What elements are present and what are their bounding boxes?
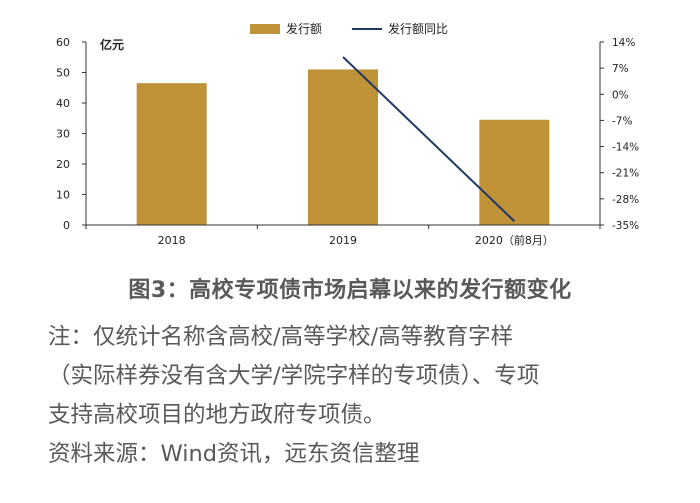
right-tick-label: -14% bbox=[612, 142, 639, 154]
line-path bbox=[342, 56, 516, 222]
legend: 发行额 发行额同比 bbox=[250, 21, 448, 36]
right-tick-label: -28% bbox=[612, 194, 639, 206]
axes bbox=[85, 42, 601, 229]
legend-label: 发行额同比 bbox=[388, 21, 448, 36]
note-line: 支持高校项目的地方政府专项债。 bbox=[48, 402, 386, 428]
note-line: （实际样券没有含大学/学院字样的专项债）、专项 bbox=[48, 363, 540, 389]
legend-label: 发行额 bbox=[286, 21, 322, 36]
x-tick-label: 2018 bbox=[158, 234, 186, 247]
left-tick-label: 60 bbox=[56, 36, 70, 49]
x-tick-label: 2019 bbox=[329, 234, 357, 247]
right-tick-label: -21% bbox=[612, 168, 639, 180]
left-tick-label: 20 bbox=[56, 158, 70, 171]
chart: 发行额 发行额同比 亿元 0 10 20 30 40 50 60 14% 7% 0% -7% -14%… bbox=[56, 21, 639, 247]
y-axis-unit-label: 亿元 bbox=[100, 37, 124, 52]
bar bbox=[308, 69, 378, 225]
source-line: 资料来源：Wind资讯，远东资信整理 bbox=[48, 441, 420, 467]
left-tick-label: 50 bbox=[56, 67, 70, 80]
legend-swatch-bar bbox=[250, 24, 280, 34]
right-axis-ticks: 14% 7% 0% -7% -14% -21% -28% -35% bbox=[600, 37, 639, 232]
left-tick-label: 0 bbox=[63, 219, 70, 232]
bar-series bbox=[136, 69, 550, 225]
bar bbox=[479, 119, 550, 225]
right-tick-label: -35% bbox=[612, 220, 639, 232]
line-series bbox=[342, 56, 516, 222]
right-tick-label: 0% bbox=[612, 89, 629, 101]
x-tick-label: 2020（前8月） bbox=[475, 233, 554, 247]
right-tick-label: -7% bbox=[612, 115, 632, 127]
note-line: 注：仅统计名称含高校/高等学校/高等教育字样 bbox=[48, 324, 514, 350]
right-tick-label: 7% bbox=[612, 63, 629, 75]
left-tick-label: 10 bbox=[56, 189, 70, 202]
figure-caption: 图3：高校专项债市场启幕以来的发行额变化 bbox=[128, 278, 572, 303]
figure-notes: 注：仅统计名称含高校/高等学校/高等教育字样 （实际样券没有含大学/学院字样的专… bbox=[48, 318, 688, 474]
right-tick-label: 14% bbox=[612, 37, 635, 49]
left-tick-label: 30 bbox=[56, 128, 70, 141]
left-axis-ticks: 0 10 20 30 40 50 60 bbox=[56, 36, 86, 232]
bar bbox=[136, 83, 207, 225]
x-axis-labels: 2018 2019 2020（前8月） bbox=[158, 233, 554, 247]
left-tick-label: 40 bbox=[56, 97, 70, 110]
